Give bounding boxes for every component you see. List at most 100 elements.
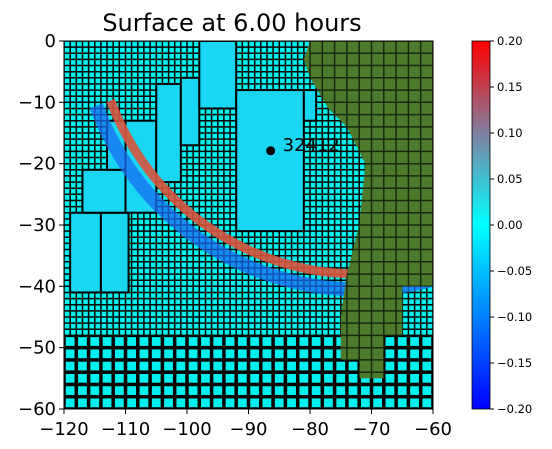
coarse-grid-cell (187, 384, 200, 397)
coarse-grid-cell (88, 372, 101, 385)
coarse-grid-cell (248, 347, 261, 360)
coarse-grid-cell (347, 360, 359, 372)
coarse-grid-cell (199, 335, 212, 348)
coarse-grid-cell (285, 360, 298, 372)
y-tick-label: −40 (18, 276, 56, 297)
coarse-grid-cell (138, 347, 150, 360)
x-tick-label: −90 (230, 419, 268, 440)
coarse-grid-cell (408, 360, 421, 372)
coarse-grid-cell (420, 347, 433, 360)
coarse-grid-cell (76, 335, 89, 348)
coarse-grid-cell (76, 347, 89, 360)
coarse-grid-cell (199, 372, 212, 385)
coarse-grid-cell (273, 372, 286, 385)
colorbar-tick-label: 0.20 (497, 34, 523, 48)
coarse-grid-cell (408, 384, 421, 397)
y-tick-label: 0 (45, 31, 56, 52)
coarse-grid-cell (310, 372, 323, 385)
coarse-grid-cell (334, 372, 347, 385)
coarse-grid-cell (322, 335, 335, 348)
coarse-grid-cell (224, 360, 236, 372)
coarse-grid-cell (310, 335, 323, 348)
coarse-grid-cell (396, 335, 409, 348)
coarse-grid-cell (384, 347, 396, 360)
coarse-grid-cell (125, 335, 138, 348)
gauge-dot (266, 146, 276, 156)
coarse-grid-cell (261, 372, 273, 385)
coarse-grid-cell (248, 372, 261, 385)
coarse-grid-cell (396, 360, 409, 372)
coarse-grid-cell (248, 360, 261, 372)
coarse-grid-cell (113, 360, 126, 372)
coarse-grid-cell (359, 384, 372, 397)
coarse-grid-cell (408, 347, 421, 360)
coarse-grid-cell (420, 396, 433, 409)
coarse-grid-cell (174, 360, 187, 372)
coarse-grid-cell (273, 347, 286, 360)
coarse-grid-cell (236, 360, 249, 372)
coarse-grid-cell (64, 335, 77, 348)
x-tick-label: −60 (414, 419, 452, 440)
coarse-grid-cell (76, 360, 89, 372)
coarse-grid-cell (371, 396, 384, 409)
coarse-grid-cell (211, 347, 224, 360)
coarse-grid-cell (125, 396, 138, 409)
coarse-grid-cell (76, 396, 89, 409)
coarse-grid-cell (125, 384, 138, 397)
coarse-grid-cell (322, 360, 335, 372)
coarse-grid-cell (248, 335, 261, 348)
coarse-grid-cell (199, 347, 212, 360)
coarse-grid-cell (174, 347, 187, 360)
chart-title: Surface at 6.00 hours (102, 9, 361, 37)
coarse-grid-cell (187, 335, 200, 348)
coarse-grid-cell (113, 347, 126, 360)
y-tick-label: −30 (18, 215, 56, 236)
coarse-grid-cell (334, 396, 347, 409)
x-tick-label: −100 (162, 419, 211, 440)
coarse-grid-cell (88, 335, 101, 348)
coarse-grid-cell (396, 384, 409, 397)
refinement-patch (235, 89, 305, 233)
coarse-grid-cell (236, 347, 249, 360)
coarse-grid-cell (88, 347, 101, 360)
coarse-grid-cell (384, 372, 396, 385)
coarse-grid-cell (261, 384, 273, 397)
coarse-grid-cell (162, 335, 175, 348)
coarse-grid-cell (125, 347, 138, 360)
coarse-grid-cell (101, 384, 113, 397)
coarse-grid-cell (261, 360, 273, 372)
refinement-patch (155, 82, 182, 184)
colorbar-tick-label: −0.20 (497, 402, 532, 416)
coarse-grid-cell (76, 372, 89, 385)
colorbar-tick-label: −0.10 (497, 310, 532, 324)
coarse-grid-cell (334, 384, 347, 397)
coarse-grid-cell (138, 396, 150, 409)
colorbar-tick-label: 0.05 (497, 172, 523, 186)
coarse-grid-cell (162, 360, 175, 372)
coarse-grid-cell (396, 372, 409, 385)
coarse-grid-cell (187, 347, 200, 360)
coarse-grid-cell (187, 396, 200, 409)
y-tick-label: −50 (18, 338, 56, 359)
land-region (303, 41, 433, 379)
gauge-marker: 32412 (266, 135, 340, 156)
coarse-grid-cell (64, 360, 77, 372)
x-axis: −120 −110 −100 −90 −80 −70 −60 (39, 409, 452, 440)
coarse-grid-cell (322, 347, 335, 360)
coarse-grid-cell (224, 372, 236, 385)
coarse-grid-cell (273, 360, 286, 372)
coarse-grid-cell (76, 384, 89, 397)
y-tick-label: −60 (18, 399, 56, 420)
coarse-grid-cell (420, 360, 433, 372)
coarse-grid-cell (420, 372, 433, 385)
coarse-grid-cell (322, 396, 335, 409)
coarse-grid-cell (199, 360, 212, 372)
coarse-grid-cell (359, 396, 372, 409)
refinement-patch (81, 168, 127, 214)
refinement-patch (179, 76, 201, 147)
coarse-grid-cell (199, 384, 212, 397)
coarse-grid-cell (101, 347, 113, 360)
coarse-grid-cell (113, 396, 126, 409)
x-tick-label: −70 (353, 419, 391, 440)
coarse-grid-cell (150, 347, 163, 360)
